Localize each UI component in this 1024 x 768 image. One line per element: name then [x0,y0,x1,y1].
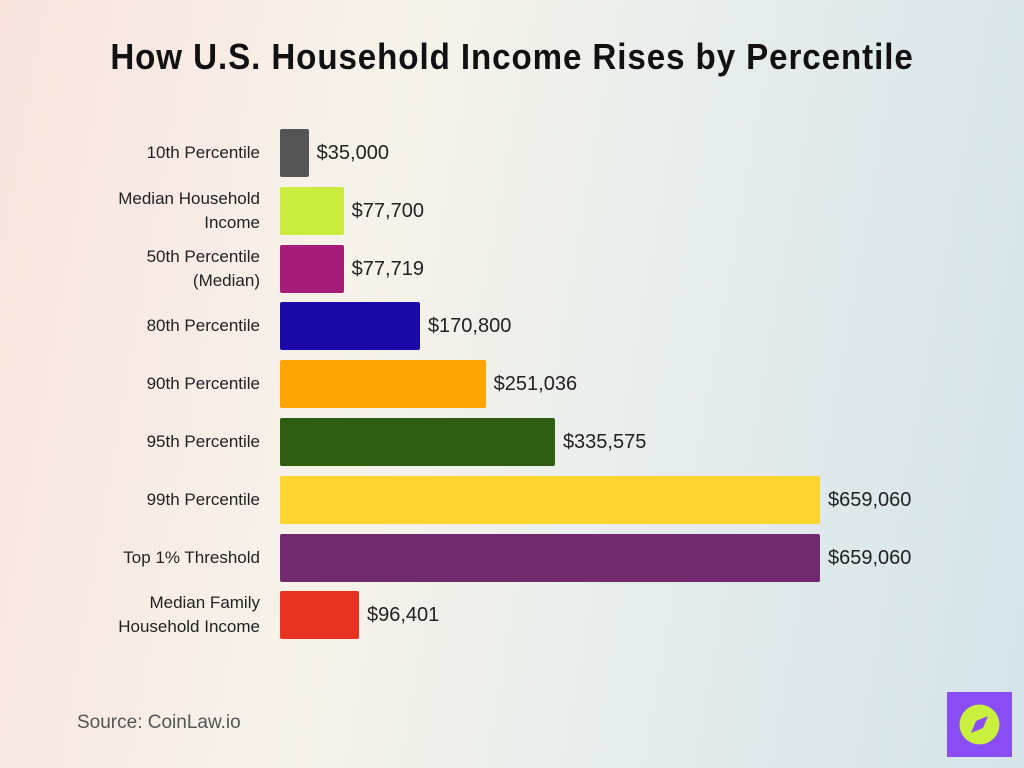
logo-icon [959,704,1000,745]
category-label: 99th Percentile [146,489,260,509]
value-label: $251,036 [493,373,578,396]
bar [280,186,344,235]
category-label: 50th Percentile (Median) [146,246,260,290]
value-label: $77,719 [351,257,424,280]
category-label: Median Family Household Income [118,593,260,637]
value-label: $96,401 [366,604,440,627]
category-label: Median Household Income [118,188,260,232]
value-label: $335,575 [562,431,647,453]
bar [280,533,820,582]
category-label: 95th Percentile [146,432,260,451]
value-label: $170,800 [427,315,512,338]
bar [280,475,820,524]
bar [280,418,555,466]
category-label: Top 1% Threshold [123,547,260,567]
category-label: 90th Percentile [146,374,260,394]
value-label: $659,060 [828,488,912,511]
source: Source: CoinLaw.io [77,712,241,733]
category-label: 80th Percentile [146,316,260,336]
bar [280,302,420,351]
chart-title: How U.S. Household Income Rises by Perce… [110,36,914,77]
bar [280,244,344,293]
logo [947,692,1012,757]
category-label: 10th Percentile [146,143,260,162]
bar [280,360,486,409]
value-label: $77,700 [351,199,424,222]
bar [280,591,359,640]
value-label: $659,060 [828,546,912,569]
bar [280,129,309,177]
value-label: $35,000 [316,142,389,164]
